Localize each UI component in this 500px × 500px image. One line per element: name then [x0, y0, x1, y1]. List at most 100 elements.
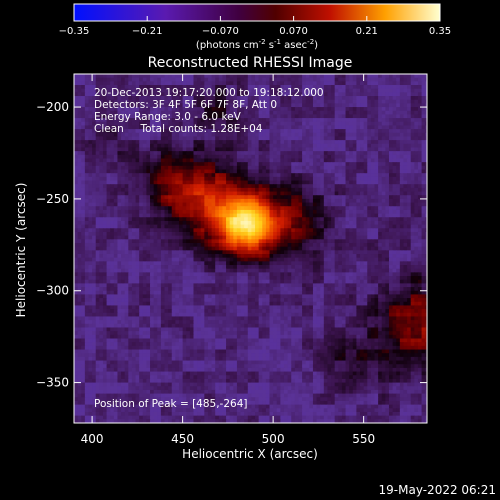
heatmap-cell: [360, 96, 365, 101]
heatmap-cell: [124, 74, 129, 79]
heatmap-cell: [255, 184, 260, 189]
heatmap-cell: [410, 176, 415, 182]
heatmap-cell: [88, 257, 93, 262]
heatmap-cell: [124, 110, 129, 116]
heatmap-cell: [113, 92, 119, 97]
heatmap-cell: [269, 173, 274, 178]
heatmap-cell: [414, 162, 419, 167]
heatmap-cell: [117, 224, 122, 229]
heatmap-cell: [247, 195, 252, 200]
heatmap-cell: [388, 191, 394, 196]
heatmap-cell: [331, 158, 336, 163]
heatmap-cell: [211, 88, 216, 93]
heatmap-cell: [175, 88, 180, 93]
heatmap-cell: [171, 147, 176, 152]
heatmap-cell: [287, 118, 292, 123]
heatmap-cell: [378, 121, 383, 127]
heatmap-cell: [255, 180, 260, 185]
heatmap-cell: [392, 202, 397, 207]
heatmap-cell: [338, 96, 343, 101]
heatmap-cell: [327, 110, 332, 116]
heatmap-cell: [399, 103, 405, 108]
heatmap-cell: [236, 92, 242, 97]
heatmap-cell: [168, 125, 173, 130]
heatmap-cell: [160, 220, 166, 226]
heatmap-cell: [363, 198, 368, 204]
heatmap-cell: [407, 158, 412, 163]
heatmap-cell: [131, 81, 137, 86]
heatmap-cell: [280, 99, 285, 104]
heatmap-cell: [117, 239, 122, 244]
heatmap-cell: [150, 176, 155, 182]
heatmap-cell: [251, 213, 256, 218]
heatmap-cell: [345, 231, 350, 237]
heatmap-cell: [171, 96, 176, 101]
heatmap-cell: [222, 151, 227, 156]
heatmap-cell: [207, 257, 213, 262]
heatmap-cell: [425, 140, 427, 145]
heatmap-cell: [189, 257, 195, 262]
heatmap-cell: [88, 125, 93, 130]
heatmap-cell: [247, 250, 252, 255]
heatmap-cell: [193, 154, 198, 160]
heatmap-cell: [218, 206, 224, 211]
heatmap-cell: [414, 81, 419, 86]
heatmap-cell: [200, 129, 205, 134]
heatmap-cell: [294, 125, 300, 130]
heatmap-cell: [247, 257, 252, 262]
heatmap-cell: [283, 96, 289, 101]
heatmap-cell: [157, 173, 162, 178]
heatmap-cell: [160, 121, 166, 127]
heatmap-cell: [236, 99, 242, 104]
heatmap-cell: [302, 99, 307, 104]
heatmap-cell: [360, 198, 365, 204]
heatmap-cell: [381, 195, 386, 200]
heatmap-cell: [320, 74, 325, 79]
heatmap-cell: [283, 132, 289, 138]
heatmap-cell: [186, 169, 191, 174]
heatmap-cell: [302, 202, 307, 207]
heatmap-cell: [421, 195, 426, 200]
heatmap-cell: [367, 143, 372, 149]
heatmap-cell: [146, 114, 151, 119]
heatmap-cell: [345, 187, 350, 193]
heatmap-cell: [316, 147, 321, 152]
heatmap-cell: [218, 96, 224, 101]
heatmap-cell: [327, 195, 332, 200]
heatmap-cell: [168, 239, 173, 244]
heatmap-cell: [240, 114, 245, 119]
heatmap-cell: [407, 209, 412, 215]
heatmap-cell: [142, 132, 147, 138]
heatmap-cell: [417, 125, 423, 130]
heatmap-cell: [171, 77, 176, 82]
heatmap-cell: [294, 184, 300, 189]
heatmap-cell: [146, 165, 151, 171]
heatmap-cell: [367, 103, 372, 108]
heatmap-cell: [102, 213, 108, 218]
heatmap-cell: [327, 242, 332, 248]
heatmap-cell: [229, 235, 234, 240]
heatmap-cell: [178, 250, 184, 255]
heatmap-cell: [403, 81, 408, 86]
heatmap-cell: [240, 239, 245, 244]
heatmap-cell: [175, 165, 180, 171]
heatmap-cell: [200, 187, 205, 193]
heatmap-cell: [294, 217, 300, 222]
heatmap-cell: [236, 224, 242, 229]
heatmap-cell: [229, 154, 234, 160]
heatmap-cell: [128, 107, 133, 112]
heatmap-cell: [392, 81, 397, 86]
heatmap-cell: [175, 110, 180, 116]
heatmap-cell: [135, 165, 140, 171]
heatmap-cell: [327, 85, 332, 90]
heatmap-cell: [160, 231, 166, 237]
heatmap-cell: [356, 224, 361, 229]
heatmap-cell: [269, 202, 274, 207]
heatmap-cell: [356, 147, 361, 152]
heatmap-cell: [258, 81, 263, 86]
heatmap-cell: [222, 136, 227, 141]
heatmap-cell: [77, 191, 82, 196]
heatmap-cell: [396, 231, 401, 237]
heatmap-cell: [233, 151, 238, 156]
heatmap-cell: [305, 107, 310, 112]
